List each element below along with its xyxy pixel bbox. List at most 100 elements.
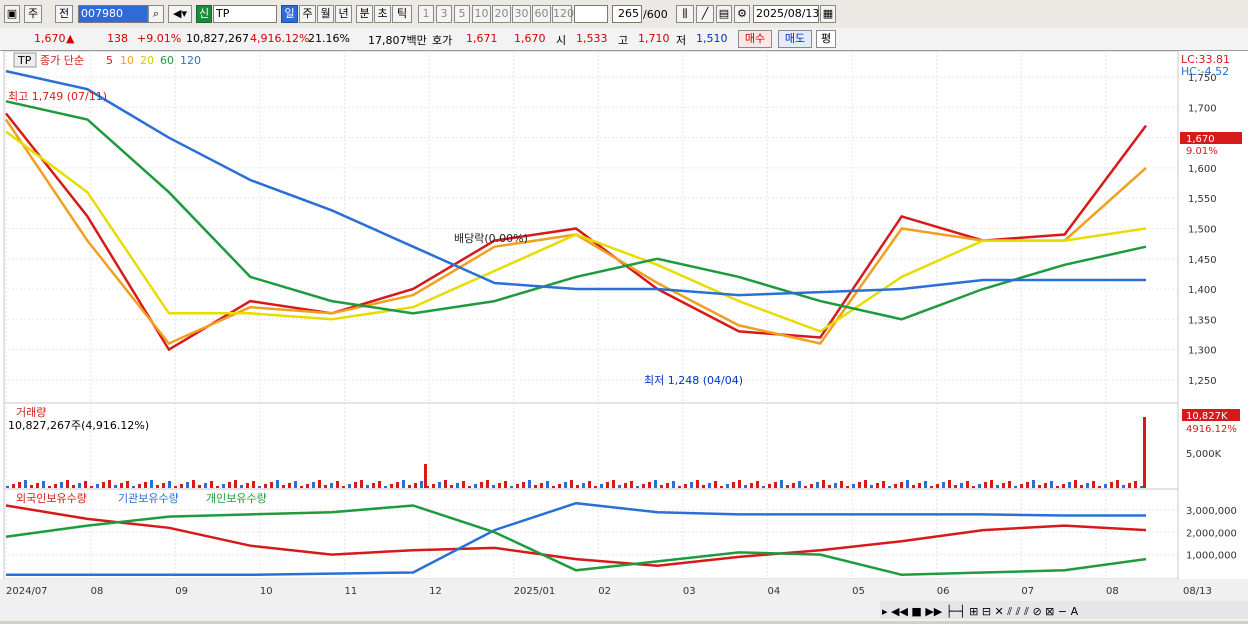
change: 138 — [107, 32, 128, 45]
interval-select[interactable] — [574, 5, 608, 23]
volume-bar — [834, 483, 837, 488]
volume-bar — [744, 485, 747, 488]
x-tick-label: 12 — [429, 586, 442, 597]
volume-bar — [246, 483, 249, 488]
draw-icon[interactable]: ╱ — [696, 5, 714, 23]
volume-bar — [300, 486, 303, 488]
holder-tick-label: 3,000,000 — [1186, 506, 1237, 517]
volume-bar — [528, 480, 531, 488]
tab-tick[interactable]: 틱 — [392, 5, 412, 23]
speaker-icon[interactable]: ◀▾ — [168, 5, 192, 23]
prev-tab[interactable]: 전 — [55, 5, 73, 23]
min-120[interactable]: 120 — [552, 5, 574, 23]
x-tick-label: 08 — [91, 586, 104, 597]
min-1[interactable]: 1 — [418, 5, 434, 23]
date-input[interactable]: 2025/08/13 — [753, 5, 819, 23]
volume-bar — [660, 485, 663, 488]
volume-bar — [426, 486, 429, 488]
avg-button[interactable]: 평 — [816, 30, 836, 48]
chart-area[interactable]: 1,7501,7001,6501,6001,5501,5001,4501,400… — [0, 50, 1248, 621]
volume-bar — [738, 480, 741, 488]
holder-legend-inst: 기관보유수량 — [118, 492, 179, 505]
candle-icon[interactable]: ⫼ — [676, 5, 694, 23]
volume-bar — [462, 481, 465, 488]
volume-bar — [720, 486, 723, 488]
volume-bar — [522, 482, 525, 488]
volume-bar — [1044, 483, 1047, 488]
volume-bar — [696, 480, 699, 488]
count-input[interactable]: 265 — [612, 5, 642, 23]
code-input[interactable]: 007980 — [78, 5, 148, 23]
volume-bar — [162, 483, 165, 488]
volume-bar — [270, 482, 273, 488]
volume-bar — [864, 480, 867, 488]
gear-icon[interactable]: ⚙ — [734, 5, 750, 23]
volume-bar — [672, 481, 675, 488]
holder-tick-label: 2,000,000 — [1186, 528, 1237, 539]
calendar-icon[interactable]: ▦ — [820, 5, 836, 23]
save-icon[interactable]: ▤ — [716, 5, 732, 23]
search-icon[interactable]: ⌕ — [148, 5, 164, 23]
volume-bar — [822, 480, 825, 488]
y-tick-label: 1,250 — [1188, 376, 1217, 387]
x-tick-label: 2025/01 — [514, 586, 556, 597]
volume-bar — [402, 480, 405, 488]
volume-bar — [882, 481, 885, 488]
volume-bar — [1092, 481, 1095, 488]
low-label: 저 — [676, 34, 687, 47]
volume-bar — [642, 484, 645, 488]
volume-tag-pct: 4916.12% — [1186, 424, 1237, 435]
min-60[interactable]: 60 — [532, 5, 551, 23]
x-tick-label: 09 — [175, 586, 188, 597]
x-tick-label: 06 — [937, 586, 950, 597]
volume-bar — [108, 480, 111, 488]
period-tab[interactable]: 주 — [24, 5, 42, 23]
volume-bar — [474, 484, 477, 488]
volume-bar — [576, 485, 579, 488]
volume-bar — [1104, 484, 1107, 488]
legend-ma120: 120 — [180, 54, 201, 67]
min-5[interactable]: 5 — [454, 5, 470, 23]
min-10[interactable]: 10 — [472, 5, 491, 23]
volume-bar — [600, 484, 603, 488]
tab-day[interactable]: 일 — [281, 5, 298, 23]
tab-month[interactable]: 월 — [317, 5, 334, 23]
layout-icon[interactable]: ▣ — [4, 5, 20, 23]
ma-line-120 — [5, 69, 1146, 297]
volume-bar — [954, 485, 957, 488]
buy-button[interactable]: 매수 — [738, 30, 772, 48]
volume-bar — [120, 483, 123, 488]
volume-bar — [552, 486, 555, 488]
tab-second[interactable]: 초 — [374, 5, 391, 23]
sell-button[interactable]: 매도 — [778, 30, 812, 48]
min-20[interactable]: 20 — [492, 5, 511, 23]
volume-bar — [1074, 480, 1077, 488]
volume-bar — [930, 486, 933, 488]
volume-bar — [138, 484, 141, 488]
name-field[interactable]: TP — [213, 5, 277, 23]
min-30[interactable]: 30 — [512, 5, 531, 23]
toolbar: ▣ 주 전 007980 ⌕ ◀▾ 신 TP 일 주 월 년 분 초 틱 1 3… — [0, 0, 1248, 29]
volume-bar — [282, 485, 285, 488]
low: 1,510 — [696, 32, 728, 45]
y-tick-label: 1,600 — [1188, 164, 1217, 175]
dividend-note: 배당락(0.00%) — [454, 232, 528, 245]
volume-bar — [252, 481, 255, 488]
volume-bar — [324, 485, 327, 488]
volume-bar — [756, 481, 759, 488]
tab-week[interactable]: 주 — [299, 5, 316, 23]
x-tick-label: 08 — [1106, 586, 1119, 597]
holder-legend-indiv: 개인보유수량 — [206, 492, 267, 505]
volume-bar — [36, 483, 39, 488]
low-note: 최저 1,248 (04/04) — [644, 374, 743, 387]
min-3[interactable]: 3 — [436, 5, 452, 23]
volume-bar — [894, 484, 897, 488]
nav-icons[interactable]: ▸ ◀◀ ■ ▶▶ ├─┤ ⊞ ⊟ ✕ ⫽ ⫽ ⫽ ⊘ ⊠ − A — [882, 604, 1079, 618]
volume-bar — [516, 484, 519, 488]
volume-bar — [486, 480, 489, 488]
tab-minute[interactable]: 분 — [356, 5, 373, 23]
volume-bar — [564, 482, 567, 488]
volume-bar — [210, 481, 213, 488]
volume-bar — [366, 485, 369, 488]
tab-year[interactable]: 년 — [335, 5, 352, 23]
